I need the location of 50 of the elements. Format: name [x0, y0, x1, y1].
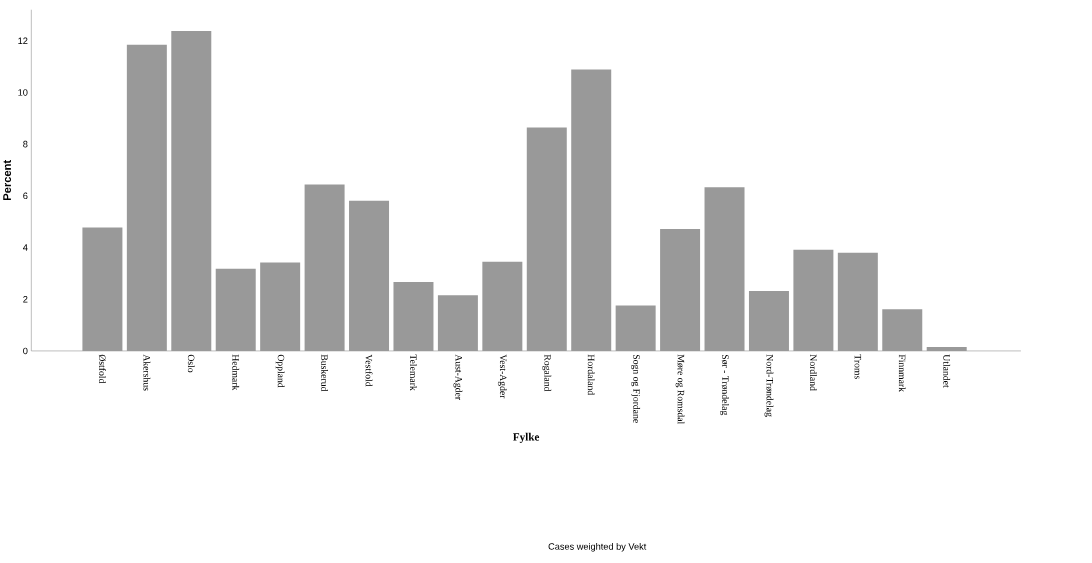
y-tick-label: 0 [23, 347, 28, 355]
bar [837, 252, 878, 351]
x-tick-label: Møre og Romsdal [675, 354, 685, 425]
bar [482, 261, 523, 351]
x-tick-label: Vest-Agder [497, 354, 507, 399]
bar [793, 249, 834, 351]
bar [748, 291, 789, 351]
y-tick-label: 10 [18, 89, 28, 96]
bar [215, 268, 256, 351]
x-tick-label: Østfold [98, 354, 106, 384]
bar [882, 309, 923, 351]
y-tick-label: 12 [18, 37, 28, 45]
x-tick-label: Utlandet [943, 354, 951, 388]
x-tick-label: Hedmark [232, 354, 240, 391]
bar [126, 44, 167, 351]
x-axis-title: Fylke [513, 432, 540, 444]
bar [260, 262, 301, 351]
x-tick-label: Troms [854, 354, 862, 380]
x-tick-label: Telemark [410, 354, 417, 391]
x-tick-label: Rogaland [542, 354, 552, 392]
y-axis-title: Percent [3, 160, 12, 201]
bar [171, 30, 212, 351]
x-tick-label: Oppland [275, 354, 285, 388]
y-tick-label: 2 [23, 296, 28, 303]
bar [349, 200, 390, 351]
bar [304, 184, 345, 351]
x-tick-label: Sør - Trøndelag [720, 355, 729, 416]
x-tick-label: Sogn og Fjordane [631, 355, 641, 423]
bar [615, 305, 656, 351]
x-tick-label: Aust-Agder [453, 354, 463, 401]
x-tick-label: Nord-Trøndelag [764, 354, 774, 417]
bar [393, 281, 434, 351]
x-tick-label: Finnmark [898, 354, 906, 393]
bar [437, 295, 478, 351]
bar [660, 228, 701, 351]
x-tick-label: Buskerud [321, 354, 329, 392]
bar [526, 127, 567, 351]
text: Cases weighted by Vekt [548, 543, 647, 552]
bar [571, 69, 612, 351]
x-tick-label: Nordland [809, 354, 817, 391]
x-tick-label: Hordaland [587, 354, 595, 396]
y-tick-label: 4 [22, 244, 28, 251]
x-tick-label: Akershus [143, 354, 151, 391]
x-tick-label: Oslo [187, 354, 195, 373]
bar [926, 347, 967, 351]
y-tick-label: 6 [23, 192, 28, 200]
y-tick-label: 8 [23, 140, 28, 148]
bar [82, 227, 123, 351]
bar [704, 187, 745, 351]
x-tick-label: Vestfold [365, 354, 373, 387]
